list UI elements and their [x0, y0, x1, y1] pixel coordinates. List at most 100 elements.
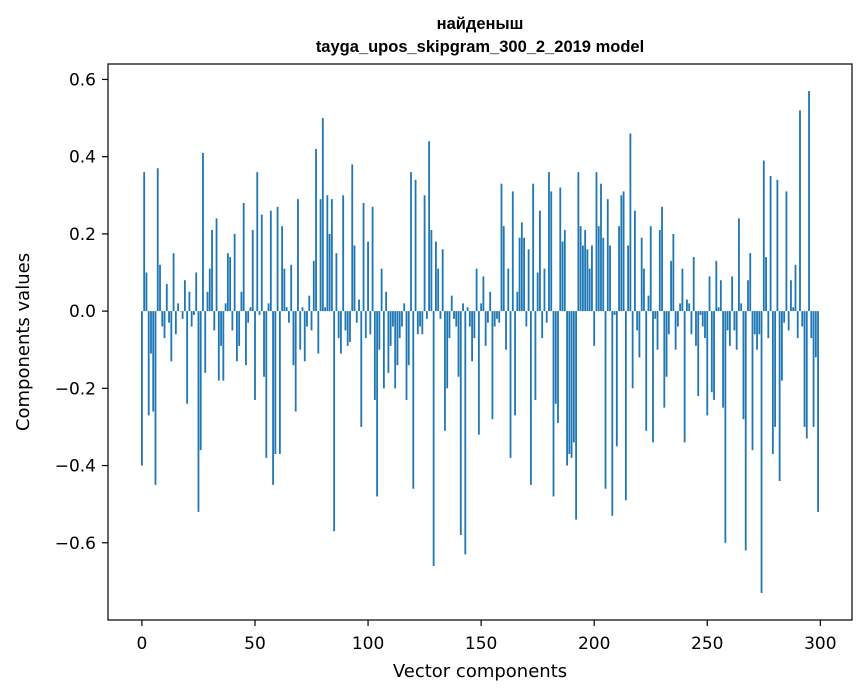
bar	[322, 118, 324, 311]
bar	[722, 311, 724, 408]
bar	[311, 311, 313, 330]
bar	[713, 311, 715, 400]
bar	[643, 269, 645, 311]
bar	[218, 311, 220, 381]
bar	[340, 311, 342, 353]
bar	[247, 311, 249, 323]
bar	[528, 249, 530, 311]
bar	[421, 311, 423, 334]
bar	[584, 230, 586, 311]
bar	[616, 311, 618, 446]
bar	[541, 311, 543, 338]
bar	[516, 292, 518, 311]
y-axis-ticks: −0.6−0.4−0.20.00.20.40.6	[55, 70, 108, 553]
bar	[786, 191, 788, 311]
bar	[720, 280, 722, 311]
bar	[600, 184, 602, 311]
bar	[272, 311, 274, 485]
bar	[213, 311, 215, 330]
bar	[688, 303, 690, 311]
bar	[817, 311, 819, 512]
bar	[471, 311, 473, 361]
bar	[641, 238, 643, 311]
bar	[182, 311, 184, 319]
bar	[320, 199, 322, 311]
bar	[238, 311, 240, 346]
bar	[659, 230, 661, 311]
bar	[693, 257, 695, 311]
bar	[498, 311, 500, 323]
bar	[663, 311, 665, 408]
bar	[704, 311, 706, 338]
bar	[555, 311, 557, 404]
bar	[175, 311, 177, 334]
bar	[532, 184, 534, 311]
bar	[535, 311, 537, 400]
bar	[772, 311, 774, 454]
bar	[632, 311, 634, 388]
bar	[390, 311, 392, 346]
bar	[727, 311, 729, 330]
bar	[308, 296, 310, 311]
bar	[602, 238, 604, 311]
bar	[650, 226, 652, 311]
bar	[557, 311, 559, 423]
x-tick-label: 250	[691, 634, 723, 654]
bar	[677, 311, 679, 326]
y-tick-label: 0.6	[69, 70, 96, 90]
bar	[204, 311, 206, 373]
bar	[634, 211, 636, 311]
bar	[591, 245, 593, 311]
bar	[564, 230, 566, 311]
bar	[152, 311, 154, 411]
bar	[254, 311, 256, 400]
bar	[177, 303, 179, 311]
bar	[392, 311, 394, 326]
bar	[202, 153, 204, 311]
bar	[193, 311, 195, 315]
bar	[553, 311, 555, 496]
bar	[315, 149, 317, 311]
bar	[629, 134, 631, 312]
y-tick-label: −0.4	[55, 457, 96, 477]
bar	[408, 311, 410, 365]
bar	[657, 311, 659, 350]
bar	[702, 311, 704, 326]
bar	[801, 311, 803, 326]
bar	[675, 311, 677, 350]
bar	[645, 311, 647, 431]
bar	[306, 311, 308, 326]
bar	[274, 311, 276, 454]
bar	[697, 311, 699, 396]
bar	[241, 292, 243, 311]
bar	[189, 292, 191, 311]
bar	[810, 311, 812, 338]
bar	[473, 311, 475, 338]
bar	[383, 311, 385, 388]
bar	[399, 311, 401, 338]
bar	[209, 269, 211, 311]
bar	[417, 311, 419, 334]
bar	[388, 311, 390, 373]
bar	[607, 199, 609, 311]
bar	[806, 311, 808, 438]
bar	[706, 311, 708, 415]
bar	[290, 265, 292, 311]
bar	[580, 226, 582, 311]
bar	[539, 211, 541, 311]
bar	[451, 296, 453, 311]
bar	[790, 280, 792, 311]
y-tick-label: 0.4	[69, 148, 96, 168]
bar	[596, 172, 598, 311]
bar	[256, 172, 258, 311]
bar	[164, 311, 166, 338]
x-tick-label: 100	[352, 634, 384, 654]
bar	[360, 311, 362, 427]
y-tick-label: 0.2	[69, 225, 96, 245]
bar	[754, 311, 756, 334]
bar	[718, 307, 720, 311]
bar	[577, 172, 579, 311]
bar	[426, 311, 428, 319]
